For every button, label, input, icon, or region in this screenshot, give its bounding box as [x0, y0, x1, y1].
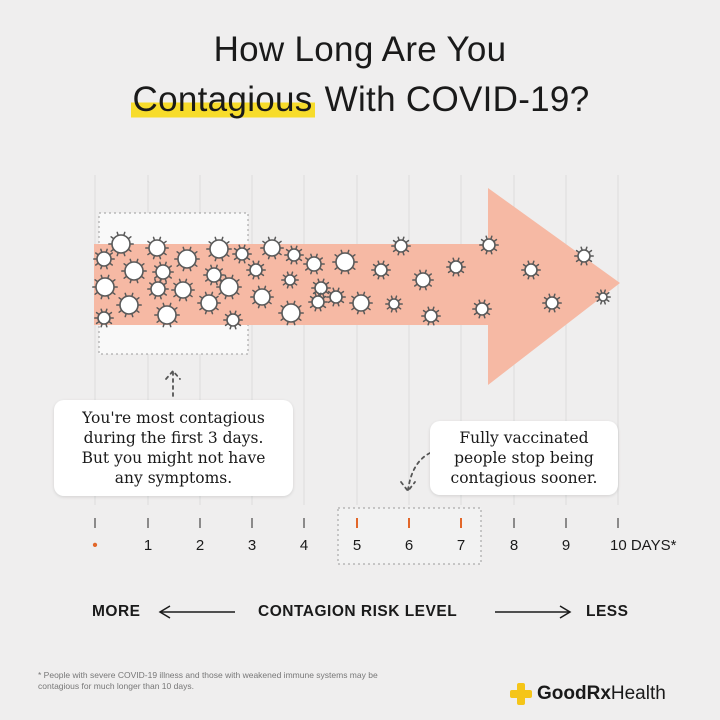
- virus-icon: [147, 278, 169, 300]
- risk-arrows: [158, 605, 572, 619]
- virus-icon: [421, 306, 441, 326]
- callout-line: You're most contagious: [82, 409, 265, 427]
- virus-icon: [232, 244, 252, 264]
- virus-icon: [326, 287, 346, 307]
- plus-icon: [510, 683, 532, 705]
- tick-label: 9: [561, 537, 571, 554]
- virus-icon: [308, 292, 328, 312]
- virus-icon: [303, 253, 325, 275]
- title-highlight: Contagious: [130, 80, 315, 119]
- tick-label: 3: [247, 537, 257, 554]
- days-five-to-seven-box: [337, 507, 482, 565]
- risk-less-label: LESS: [586, 603, 629, 620]
- virus-icon: [145, 236, 169, 260]
- virus-icon: [574, 246, 594, 266]
- virus-icon: [371, 260, 391, 280]
- virus-icon: [260, 236, 284, 260]
- page-title-line2: Contagious With COVID-19?: [0, 80, 720, 120]
- tick-label: 6: [404, 537, 414, 554]
- virus-icon: [521, 260, 541, 280]
- virus-icon: [223, 310, 243, 330]
- axis-ticks: [94, 518, 619, 528]
- footnote: * People with severe COVID-19 illness an…: [38, 670, 378, 691]
- virus-icon: [278, 300, 304, 326]
- callout-most-contagious: You're most contagious during the first …: [54, 400, 293, 496]
- callout-pointers: [165, 369, 431, 493]
- virus-icon: [311, 278, 331, 298]
- virus-icon: [284, 245, 304, 265]
- virus-icon: [332, 249, 358, 275]
- virus-icon: [174, 246, 200, 272]
- tick-label: 2: [195, 537, 205, 554]
- brand-name-bold: GoodRx: [537, 683, 611, 704]
- virus-icon: [595, 289, 611, 305]
- virus-icon: [472, 299, 492, 319]
- callout-vaccinated: Fully vaccinated people stop being conta…: [430, 421, 618, 495]
- virus-icon: [108, 231, 134, 257]
- virus-icon: [206, 236, 232, 262]
- virus-icon: [171, 278, 195, 302]
- brand-name-light: Health: [610, 683, 666, 704]
- brand-name: GoodRxHealth: [537, 683, 666, 705]
- callout-line: people stop being: [454, 449, 594, 467]
- risk-level-label: CONTAGION RISK LEVEL: [258, 603, 458, 620]
- tick-label: •: [92, 537, 98, 554]
- virus-icon: [154, 302, 180, 328]
- virus-icon: [203, 264, 225, 286]
- virus-icon: [152, 261, 174, 283]
- virus-icon: [446, 257, 466, 277]
- virus-icon: [197, 291, 221, 315]
- virus-icon: [94, 308, 114, 328]
- timeline-arrow: [94, 188, 620, 385]
- callout-line: during the first 3 days.: [83, 429, 264, 447]
- tick-label: 5: [352, 537, 362, 554]
- virus-icon: [385, 295, 403, 313]
- tick-label: 1: [143, 537, 153, 554]
- virus-icon: [391, 236, 411, 256]
- virus-icon: [246, 260, 266, 280]
- virus-icon: [250, 285, 274, 309]
- page-title-line1: How Long Are You: [213, 30, 507, 69]
- tick-label: 7: [456, 537, 466, 554]
- virus-icon: [542, 293, 562, 313]
- tick-label: 8: [509, 537, 519, 554]
- brand-logo: GoodRxHealth: [510, 683, 666, 705]
- virus-icon: [92, 274, 118, 300]
- virus-icon: [121, 258, 147, 284]
- callout-line: But you might not have: [81, 449, 266, 467]
- virus-icon: [349, 291, 373, 315]
- virus-icon: [281, 271, 299, 289]
- callout-line: any symptoms.: [114, 469, 233, 487]
- virus-icon: [479, 235, 499, 255]
- tick-label: 10 DAYS*: [610, 537, 677, 554]
- virus-icon: [93, 248, 115, 270]
- callout-line: Fully vaccinated: [459, 429, 589, 447]
- risk-more-label: MORE: [92, 603, 141, 620]
- virus-icon: [412, 269, 434, 291]
- virus-icon: [116, 292, 142, 318]
- tick-label: 4: [299, 537, 309, 554]
- callout-line: contagious sooner.: [450, 469, 598, 487]
- virus-icon: [216, 274, 242, 300]
- virus-particles: [92, 231, 611, 330]
- title-rest: With COVID-19?: [324, 80, 590, 119]
